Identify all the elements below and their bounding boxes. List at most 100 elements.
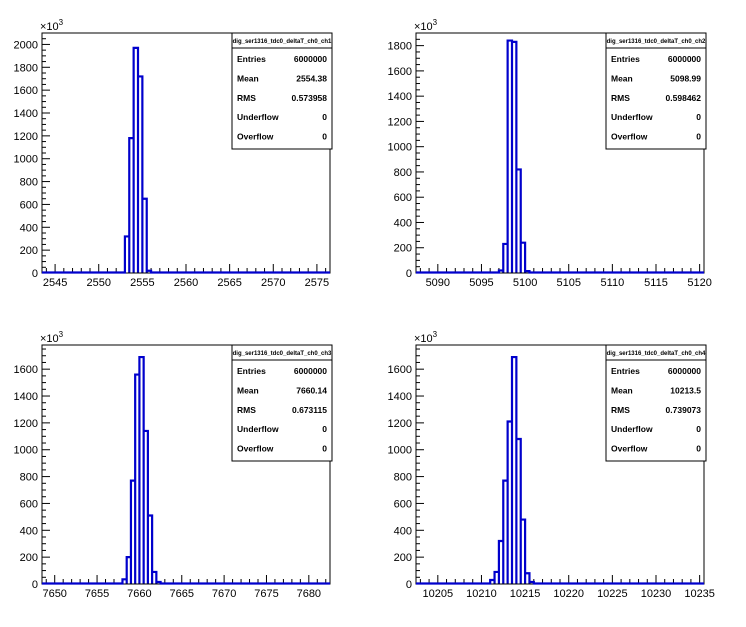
stat-value-overflow: 0: [322, 132, 327, 142]
histogram-title: dig_ser1316_tdc0_deltaT_ch0_ch3: [233, 351, 332, 357]
histogram-panel-1: 0 200 400 600 800 1000 1200 1400 1600 1800 2000 254…: [14, 18, 333, 289]
x-tick-label: 10205: [423, 588, 454, 600]
histogram-outline: [42, 355, 330, 585]
stat-value-mean: 2554.38: [296, 73, 327, 83]
x-tick-label: 7660: [127, 588, 151, 600]
x-tick-label: 10235: [684, 588, 715, 600]
x-tick-label: 7665: [170, 588, 194, 600]
stat-value-overflow: 0: [696, 132, 701, 142]
y-tick-label: 1200: [14, 131, 38, 143]
stat-label-entries: Entries: [237, 54, 266, 64]
x-tick-label: 10230: [641, 588, 672, 600]
stats-box: [605, 32, 707, 150]
x-tick-label: 5110: [601, 277, 625, 289]
y-tick-label: 600: [20, 498, 38, 510]
y-tick-label: 0: [406, 268, 412, 280]
stat-label-overflow: Overflow: [237, 132, 274, 142]
x-tick-label: 7670: [212, 588, 236, 600]
y-tick-label: 800: [20, 472, 38, 484]
stat-label-mean: Mean: [237, 73, 259, 83]
y-tick-label: 800: [394, 167, 412, 179]
histogram-panel-2: 0 200 400 600 800 1000 1200 1400 1600 1800 5090 509…: [388, 18, 712, 289]
y-tick-label: 1400: [388, 91, 412, 103]
stat-value-underflow: 0: [322, 112, 327, 122]
stat-label-rms: RMS: [611, 93, 630, 103]
y-tick-label: 800: [20, 177, 38, 189]
y-tick-label: 1000: [388, 142, 412, 154]
y-exponent-label: ×103: [40, 330, 64, 345]
x-tick-label: 5095: [469, 277, 493, 289]
histogram-outline: [416, 39, 704, 274]
y-tick-label: 1800: [388, 41, 412, 53]
stat-label-entries: Entries: [611, 54, 640, 64]
stat-value-rms: 0.739073: [666, 405, 702, 415]
y-tick-label: 1000: [388, 445, 412, 457]
stat-label-overflow: Overflow: [611, 132, 648, 142]
x-tick-label: 5120: [687, 277, 711, 289]
stats-box: [605, 344, 707, 462]
y-tick-label: 1200: [388, 116, 412, 128]
x-tick-label: 10215: [510, 588, 541, 600]
stat-label-underflow: Underflow: [237, 424, 279, 434]
stat-label-entries: Entries: [611, 366, 640, 376]
y-tick-label: 400: [20, 525, 38, 537]
y-exponent-label: ×103: [40, 18, 64, 33]
y-exponent-label: ×103: [414, 18, 438, 33]
stat-label-rms: RMS: [237, 405, 256, 415]
stat-value-mean: 10213.5: [670, 385, 701, 395]
y-tick-label: 600: [20, 199, 38, 211]
y-tick-label: 200: [20, 552, 38, 564]
histogram-panel-3: 0 200 400 600 800 1000 1200 1400 1600 7650 7655 766…: [14, 330, 333, 600]
stat-value-mean: 5098.99: [670, 73, 701, 83]
stat-value-entries: 6000000: [294, 54, 327, 64]
y-tick-label: 0: [32, 268, 38, 280]
y-tick-label: 1400: [14, 108, 38, 120]
stat-value-mean: 7660.14: [296, 385, 327, 395]
stat-value-rms: 0.573958: [292, 93, 328, 103]
stat-label-underflow: Underflow: [611, 112, 653, 122]
stat-value-overflow: 0: [322, 444, 327, 454]
stat-value-entries: 6000000: [294, 366, 327, 376]
histogram-outline: [416, 355, 704, 585]
x-tick-label: 5090: [426, 277, 450, 289]
y-tick-label: 200: [394, 552, 412, 564]
x-tick-label: 5100: [513, 277, 537, 289]
histogram-title: dig_ser1316_tdc0_deltaT_ch0_ch1: [233, 39, 332, 45]
x-tick-label: 10210: [466, 588, 497, 600]
x-tick-label: 7655: [85, 588, 109, 600]
stat-value-rms: 0.598462: [666, 93, 702, 103]
stat-label-overflow: Overflow: [611, 444, 648, 454]
x-tick-label: 7680: [297, 588, 321, 600]
histogram-panel-4: 0 200 400 600 800 1000 1200 1400 1600 10205 10210 1…: [388, 330, 715, 600]
y-tick-label: 0: [406, 579, 412, 591]
y-tick-label: 1600: [14, 364, 38, 376]
stat-value-entries: 6000000: [668, 54, 701, 64]
y-tick-label: 200: [20, 245, 38, 257]
y-tick-label: 1400: [388, 391, 412, 403]
x-tick-label: 2545: [43, 277, 67, 289]
stat-label-entries: Entries: [237, 366, 266, 376]
y-exponent-label: ×103: [414, 330, 438, 345]
x-tick-label: 10220: [553, 588, 584, 600]
y-tick-label: 1600: [14, 85, 38, 97]
stat-label-underflow: Underflow: [611, 424, 653, 434]
y-tick-label: 600: [394, 498, 412, 510]
x-tick-label: 2565: [217, 277, 241, 289]
y-tick-label: 800: [394, 472, 412, 484]
stat-value-underflow: 0: [696, 112, 701, 122]
y-tick-label: 400: [394, 217, 412, 229]
y-tick-label: 1600: [388, 364, 412, 376]
histogram-title: dig_ser1316_tdc0_deltaT_ch0_ch2: [607, 39, 706, 45]
x-tick-label: 7650: [42, 588, 66, 600]
stat-label-mean: Mean: [611, 385, 633, 395]
stat-value-overflow: 0: [696, 444, 701, 454]
y-tick-label: 1400: [14, 391, 38, 403]
y-tick-label: 1800: [14, 62, 38, 74]
stat-value-entries: 6000000: [668, 366, 701, 376]
y-tick-label: 2000: [14, 39, 38, 51]
x-tick-label: 5105: [556, 277, 580, 289]
stat-value-underflow: 0: [696, 424, 701, 434]
x-tick-label: 5115: [644, 277, 668, 289]
